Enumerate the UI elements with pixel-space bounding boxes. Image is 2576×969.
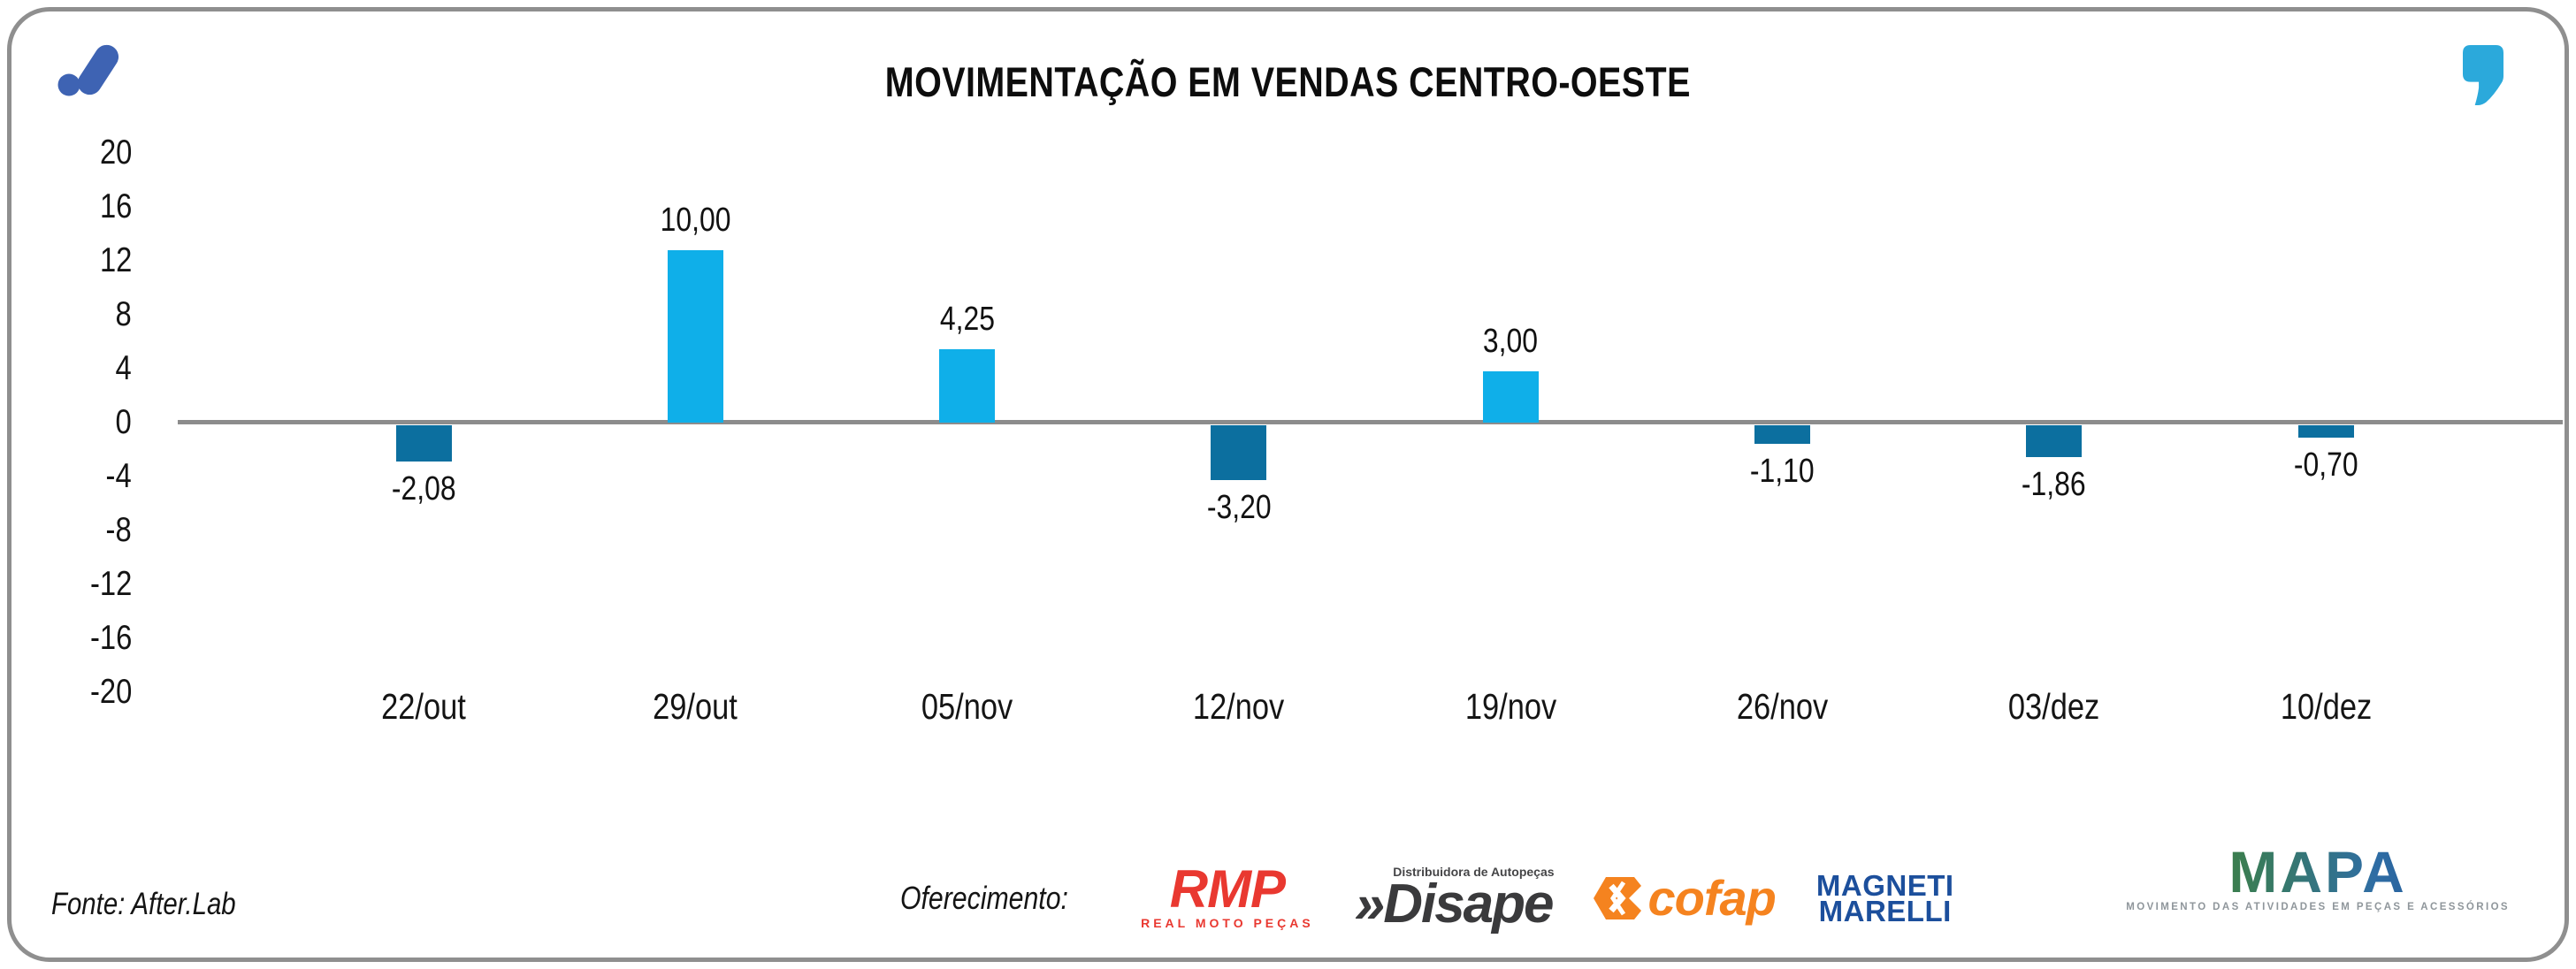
y-axis-tick-text: 8 xyxy=(115,295,132,333)
bar-value-label: -1,86 xyxy=(1948,465,2160,504)
bar xyxy=(1211,425,1267,481)
rmp-logo: RMP REAL MOTO PEÇAS xyxy=(1141,859,1314,931)
bar-value-text: -1,10 xyxy=(1750,453,1815,491)
y-axis-tick-text: -12 xyxy=(89,565,132,603)
bar-value-label: 4,25 xyxy=(861,300,1074,339)
y-axis-tick-text: 0 xyxy=(115,403,132,441)
x-category-text: 19/nov xyxy=(1464,686,1556,727)
mapa-logo-tagline: MOVIMENTO DAS ATIVIDADES EM PEÇAS E ACES… xyxy=(2126,902,2510,912)
y-axis-tick-label: 4 xyxy=(11,347,132,390)
bar-value-text: -1,86 xyxy=(2022,466,2087,504)
disape-logo-subtitle: Distribuidora de Autopeças xyxy=(1393,864,1555,879)
bar-value-text: -2,08 xyxy=(391,469,456,507)
afterlab-logo-icon xyxy=(57,44,119,96)
magneti-marelli-line2: MARELLI xyxy=(1818,894,1952,927)
disape-chevrons: » xyxy=(1354,873,1386,935)
mapa-logo: MAPA MOVIMENTO DAS ATIVIDADES EM PEÇAS E… xyxy=(2126,843,2510,912)
y-axis-tick-label: 8 xyxy=(11,294,132,336)
cofap-logo: cofap xyxy=(1593,869,1777,927)
y-axis-tick-text: 4 xyxy=(115,349,132,387)
y-axis-tick-text: 16 xyxy=(99,187,132,225)
sponsor-label: Oferecimento: xyxy=(900,880,1100,917)
bar-value-text: -0,70 xyxy=(2293,446,2358,484)
disape-logo: Distribuidora de Autopeças »Disape xyxy=(1355,864,1555,932)
disape-name: Disape xyxy=(1383,873,1554,935)
bar xyxy=(2297,425,2354,438)
y-axis-tick-label: -8 xyxy=(11,509,132,552)
bar-value-text: -3,20 xyxy=(1206,489,1272,527)
bar-value-text: 3,00 xyxy=(1483,322,1539,360)
rmp-logo-subtitle: REAL MOTO PEÇAS xyxy=(1141,916,1314,930)
x-category-text: 12/nov xyxy=(1193,686,1285,727)
y-axis-tick-label: -4 xyxy=(11,455,132,498)
y-axis-tick-label: 20 xyxy=(11,132,132,174)
bar xyxy=(1754,425,1810,445)
sponsor-label-text: Oferecimento: xyxy=(900,879,1068,916)
rmp-logo-text: RMP xyxy=(1169,859,1286,919)
x-category-text: 29/out xyxy=(653,686,738,727)
x-category-text: 22/out xyxy=(381,686,466,727)
bar xyxy=(667,250,723,423)
magneti-marelli-logo: MAGNETI MARELLI xyxy=(1815,868,1954,927)
x-category-label: 29/out xyxy=(589,685,801,728)
x-category-label: 26/nov xyxy=(1677,685,1889,728)
bar-value-label: 10,00 xyxy=(589,201,801,240)
bar-value-label: 3,00 xyxy=(1404,322,1617,361)
bar-value-label: -3,20 xyxy=(1133,488,1345,527)
chart-card: MOVIMENTAÇÃO EM VENDAS CENTRO-OESTE 20 16… xyxy=(7,7,2569,962)
x-category-label: 19/nov xyxy=(1404,685,1617,728)
y-axis-tick-text: 20 xyxy=(99,134,132,172)
sponsors-row: Oferecimento: RMP REAL MOTO PEÇAS Distri… xyxy=(900,838,1954,958)
cofap-logo-text: cofap xyxy=(1647,870,1777,926)
y-axis-tick-label: 0 xyxy=(11,401,132,444)
y-axis-tick-text: -4 xyxy=(105,457,132,495)
source-note-text: Fonte: After.Lab xyxy=(51,887,236,921)
source-note: Fonte: After.Lab xyxy=(51,887,271,922)
y-axis-tick-label: -20 xyxy=(11,671,132,713)
bar xyxy=(1482,370,1539,423)
y-axis-tick-label: -12 xyxy=(11,563,132,606)
x-category-text: 03/dez xyxy=(2008,686,2100,727)
bar xyxy=(939,349,996,423)
bar-value-label: -0,70 xyxy=(2220,446,2432,484)
x-category-text: 05/nov xyxy=(921,686,1013,727)
y-axis-tick-text: 12 xyxy=(99,241,132,279)
y-axis-tick-text: -16 xyxy=(89,619,132,657)
zero-axis-line xyxy=(178,420,2563,424)
chart-title-text: MOVIMENTAÇÃO EM VENDAS CENTRO-OESTE xyxy=(884,58,1692,105)
bar-chart-plot: 20 16 12 8 4 0 -4 -8 -12 -16 -20 -2,08 22/out 10,00 29… xyxy=(11,11,2565,958)
bar xyxy=(395,425,452,462)
bar-value-label: -1,10 xyxy=(1677,452,1889,491)
quote-icon xyxy=(2463,45,2503,105)
y-axis-tick-label: -16 xyxy=(11,617,132,660)
magneti-marelli-line1: MAGNETI xyxy=(1815,868,1954,902)
y-axis-tick-text: -20 xyxy=(89,673,132,711)
x-category-label: 10/dez xyxy=(2220,685,2432,728)
y-axis-tick-label: 12 xyxy=(11,240,132,282)
x-category-label: 12/nov xyxy=(1133,685,1345,728)
mapa-logo-text: MAPA xyxy=(2126,843,2510,901)
y-axis-tick-text: -8 xyxy=(105,511,132,549)
chart-title: MOVIMENTAÇÃO EM VENDAS CENTRO-OESTE xyxy=(11,57,2565,106)
x-category-label: 22/out xyxy=(317,685,530,728)
x-category-label: 05/nov xyxy=(861,685,1074,728)
x-category-text: 10/dez xyxy=(2280,686,2372,727)
disape-logo-text: »Disape xyxy=(1355,876,1555,931)
bar-value-text: 10,00 xyxy=(660,202,731,239)
cofap-arrow-icon xyxy=(1593,876,1641,919)
y-axis-tick-label: 16 xyxy=(11,186,132,228)
bar xyxy=(2026,425,2083,458)
x-category-text: 26/nov xyxy=(1736,686,1829,727)
x-category-label: 03/dez xyxy=(1948,685,2160,728)
bar-value-label: -2,08 xyxy=(317,469,530,508)
bar-value-text: 4,25 xyxy=(939,301,995,339)
